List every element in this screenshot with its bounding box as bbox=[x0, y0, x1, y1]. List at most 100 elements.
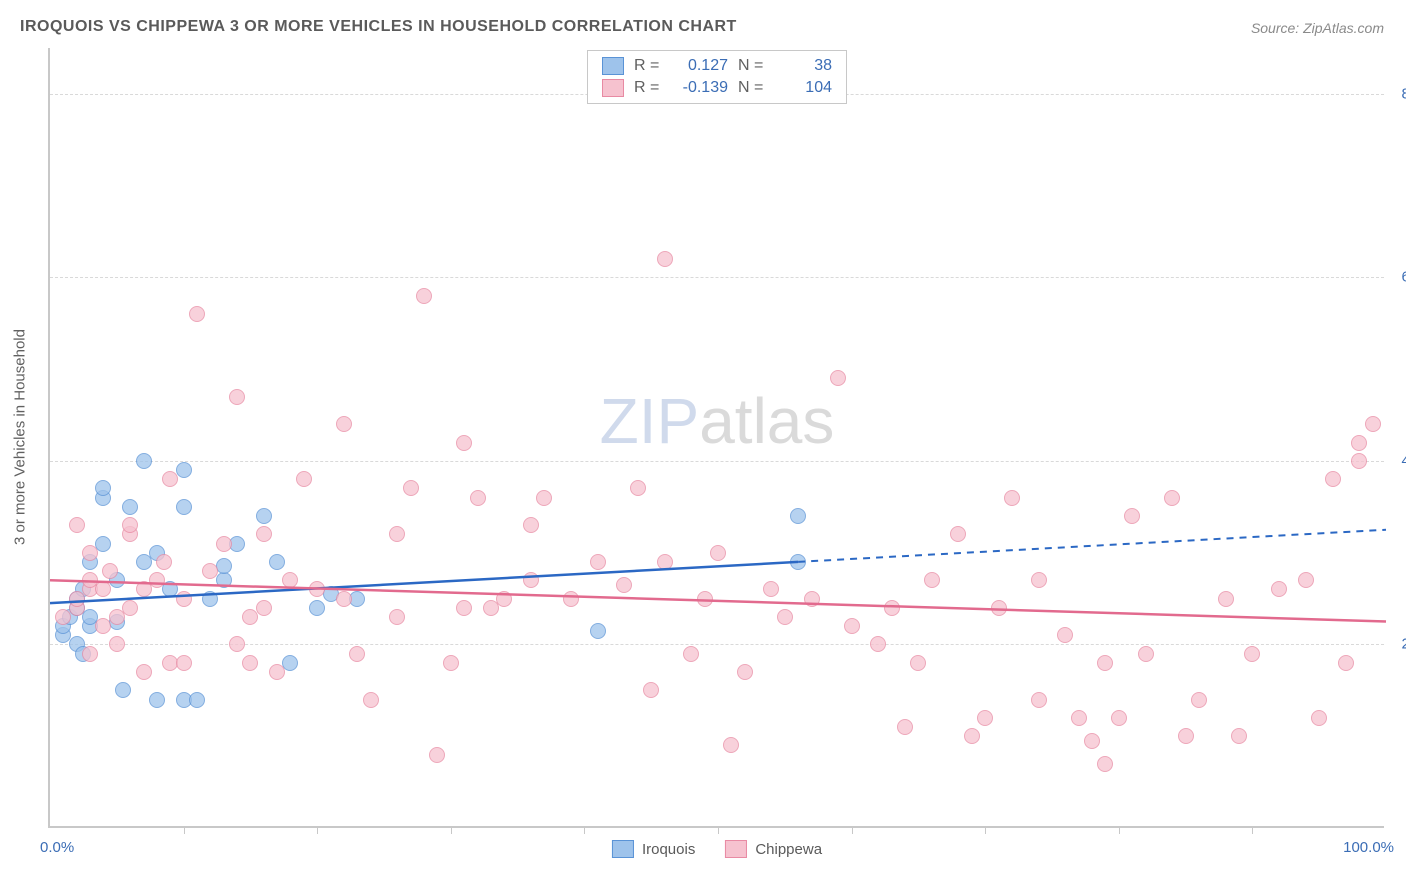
data-point bbox=[790, 508, 806, 524]
data-point bbox=[844, 618, 860, 634]
data-point bbox=[1057, 627, 1073, 643]
data-point bbox=[897, 719, 913, 735]
data-point bbox=[870, 636, 886, 652]
data-point bbox=[256, 508, 272, 524]
data-point bbox=[109, 636, 125, 652]
data-point bbox=[69, 517, 85, 533]
watermark-atlas: atlas bbox=[699, 385, 834, 457]
data-point bbox=[115, 682, 131, 698]
data-point bbox=[82, 545, 98, 561]
data-point bbox=[470, 490, 486, 506]
data-point bbox=[136, 453, 152, 469]
watermark-zip: ZIP bbox=[600, 385, 700, 457]
data-point bbox=[737, 664, 753, 680]
data-point bbox=[1084, 733, 1100, 749]
y-axis-label: 3 or more Vehicles in Household bbox=[12, 329, 29, 545]
series-name: Chippewa bbox=[755, 841, 822, 858]
data-point bbox=[102, 563, 118, 579]
data-point bbox=[82, 646, 98, 662]
data-point bbox=[590, 554, 606, 570]
y-tick-label: 40.0% bbox=[1389, 452, 1406, 469]
data-point bbox=[456, 600, 472, 616]
data-point bbox=[1097, 756, 1113, 772]
data-point bbox=[1311, 710, 1327, 726]
data-point bbox=[202, 591, 218, 607]
legend-n-value: 104 bbox=[776, 79, 832, 97]
data-point bbox=[1071, 710, 1087, 726]
data-point bbox=[616, 577, 632, 593]
series-legend-item: Chippewa bbox=[725, 840, 822, 858]
data-point bbox=[202, 563, 218, 579]
x-tick bbox=[184, 826, 185, 834]
gridline bbox=[50, 461, 1384, 462]
data-point bbox=[336, 591, 352, 607]
legend-swatch bbox=[725, 840, 747, 858]
data-point bbox=[363, 692, 379, 708]
data-point bbox=[697, 591, 713, 607]
legend-r-label: R = bbox=[634, 79, 662, 97]
data-point bbox=[763, 581, 779, 597]
data-point bbox=[1097, 655, 1113, 671]
data-point bbox=[149, 692, 165, 708]
legend-r-value: 0.127 bbox=[672, 57, 728, 75]
data-point bbox=[991, 600, 1007, 616]
data-point bbox=[777, 609, 793, 625]
data-point bbox=[536, 490, 552, 506]
data-point bbox=[176, 499, 192, 515]
data-point bbox=[710, 545, 726, 561]
data-point bbox=[1191, 692, 1207, 708]
data-point bbox=[176, 462, 192, 478]
series-name: Iroquois bbox=[642, 841, 695, 858]
data-point bbox=[296, 471, 312, 487]
data-point bbox=[1244, 646, 1260, 662]
legend-swatch bbox=[602, 79, 624, 97]
y-tick-label: 60.0% bbox=[1389, 269, 1406, 286]
legend-swatch bbox=[612, 840, 634, 858]
data-point bbox=[657, 251, 673, 267]
data-point bbox=[242, 655, 258, 671]
data-point bbox=[456, 435, 472, 451]
data-point bbox=[590, 623, 606, 639]
data-point bbox=[95, 536, 111, 552]
data-point bbox=[122, 499, 138, 515]
data-point bbox=[389, 609, 405, 625]
data-point bbox=[884, 600, 900, 616]
data-point bbox=[1218, 591, 1234, 607]
data-point bbox=[176, 591, 192, 607]
data-point bbox=[1164, 490, 1180, 506]
legend-r-value: -0.139 bbox=[672, 79, 728, 97]
data-point bbox=[269, 554, 285, 570]
data-point bbox=[429, 747, 445, 763]
source-attribution: Source: ZipAtlas.com bbox=[1251, 20, 1384, 36]
data-point bbox=[189, 306, 205, 322]
data-point bbox=[723, 737, 739, 753]
data-point bbox=[1178, 728, 1194, 744]
data-point bbox=[282, 572, 298, 588]
data-point bbox=[630, 480, 646, 496]
data-point bbox=[1031, 572, 1047, 588]
data-point bbox=[216, 536, 232, 552]
data-point bbox=[309, 581, 325, 597]
legend-row: R =-0.139N =104 bbox=[588, 77, 846, 99]
data-point bbox=[416, 288, 432, 304]
x-tick bbox=[317, 826, 318, 834]
data-point bbox=[336, 416, 352, 432]
data-point bbox=[256, 526, 272, 542]
data-point bbox=[1365, 416, 1381, 432]
data-point bbox=[924, 572, 940, 588]
data-point bbox=[256, 600, 272, 616]
data-point bbox=[910, 655, 926, 671]
y-tick-label: 80.0% bbox=[1389, 85, 1406, 102]
data-point bbox=[830, 370, 846, 386]
data-point bbox=[156, 554, 172, 570]
data-point bbox=[269, 664, 285, 680]
data-point bbox=[683, 646, 699, 662]
data-point bbox=[403, 480, 419, 496]
data-point bbox=[95, 480, 111, 496]
x-axis-min-label: 0.0% bbox=[40, 839, 74, 856]
data-point bbox=[790, 554, 806, 570]
legend-r-label: R = bbox=[634, 57, 662, 75]
data-point bbox=[1004, 490, 1020, 506]
data-point bbox=[162, 471, 178, 487]
data-point bbox=[149, 572, 165, 588]
